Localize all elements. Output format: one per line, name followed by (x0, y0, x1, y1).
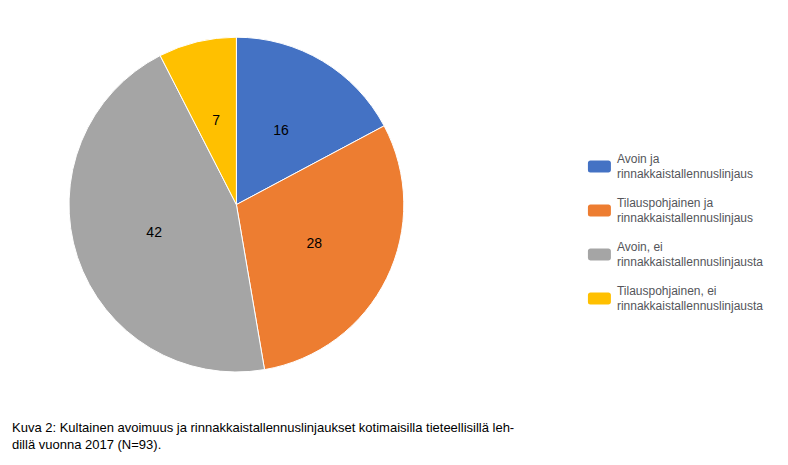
svg-text:Kuva 2: Kultainen avoimuus ja: Kuva 2: Kultainen avoimuus ja rinnakkais… (12, 420, 514, 435)
svg-text:16: 16 (273, 122, 289, 138)
svg-text:rinnakkaistallennuslinjaus: rinnakkaistallennuslinjaus (617, 167, 753, 181)
svg-text:Avoin, ei: Avoin, ei (617, 240, 663, 254)
svg-text:rinnakkaistallennuslinjaus: rinnakkaistallennuslinjaus (617, 211, 753, 225)
svg-text:Tilauspohjainen, ei: Tilauspohjainen, ei (617, 284, 717, 298)
svg-text:28: 28 (306, 235, 322, 251)
svg-text:rinnakkaistallennuslinjausta: rinnakkaistallennuslinjausta (617, 299, 763, 313)
svg-text:Tilauspohjainen ja: Tilauspohjainen ja (617, 196, 714, 210)
svg-text:dillä vuonna 2017 (N=93).: dillä vuonna 2017 (N=93). (12, 437, 161, 452)
svg-text:Avoin ja: Avoin ja (617, 152, 660, 166)
svg-text:rinnakkaistallennuslinjausta: rinnakkaistallennuslinjausta (617, 255, 763, 269)
svg-text:42: 42 (146, 224, 162, 240)
svg-text:7: 7 (212, 112, 220, 128)
